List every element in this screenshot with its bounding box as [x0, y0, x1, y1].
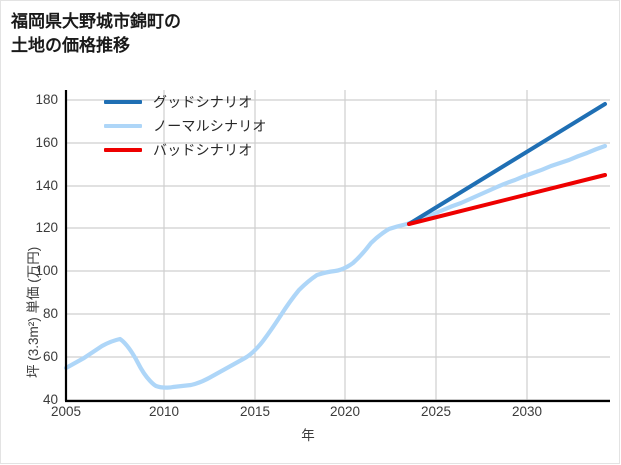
- ytick-140: 140: [35, 178, 58, 193]
- legend-label-bad: バッドシナリオ: [153, 142, 253, 158]
- ytick-80: 80: [42, 306, 58, 321]
- legend-swatch-bad: [104, 148, 142, 152]
- legend-item-normal[interactable]: ノーマルシナリオ: [104, 116, 267, 136]
- ytick-40: 40: [42, 392, 58, 407]
- chart-legend: グッドシナリオ ノーマルシナリオ バッドシナリオ: [104, 92, 267, 160]
- xtick-2005: 2005: [50, 404, 82, 419]
- line-bad-scenario: [407, 173, 607, 226]
- y-axis-label: 坪 (3.3m²) 単価 (万円): [26, 246, 41, 378]
- xtick-2025: 2025: [420, 404, 452, 419]
- ytick-100: 100: [35, 263, 58, 278]
- xtick-2010: 2010: [148, 404, 180, 419]
- xtick-2015: 2015: [239, 404, 271, 419]
- legend-item-good[interactable]: グッドシナリオ: [104, 92, 267, 112]
- legend-label-normal: ノーマルシナリオ: [153, 118, 267, 134]
- ytick-120: 120: [35, 220, 58, 235]
- page-title: 福岡県大野城市錦町の 土地の価格推移: [11, 12, 181, 55]
- ytick-60: 60: [42, 349, 58, 364]
- legend-label-good: グッドシナリオ: [153, 94, 253, 110]
- xtick-2020: 2020: [329, 404, 361, 419]
- line-normal-scenario: [63, 143, 608, 390]
- x-axis-label: 年: [301, 428, 315, 443]
- legend-item-bad[interactable]: バッドシナリオ: [104, 140, 267, 160]
- line-good-scenario: [407, 102, 607, 226]
- legend-swatch-good: [104, 100, 142, 104]
- ytick-180: 180: [35, 92, 58, 107]
- legend-swatch-normal: [104, 124, 142, 128]
- data-lines: [63, 102, 608, 390]
- xtick-2030: 2030: [511, 404, 543, 419]
- ytick-160: 160: [35, 135, 58, 150]
- axis-spines: [64, 90, 610, 403]
